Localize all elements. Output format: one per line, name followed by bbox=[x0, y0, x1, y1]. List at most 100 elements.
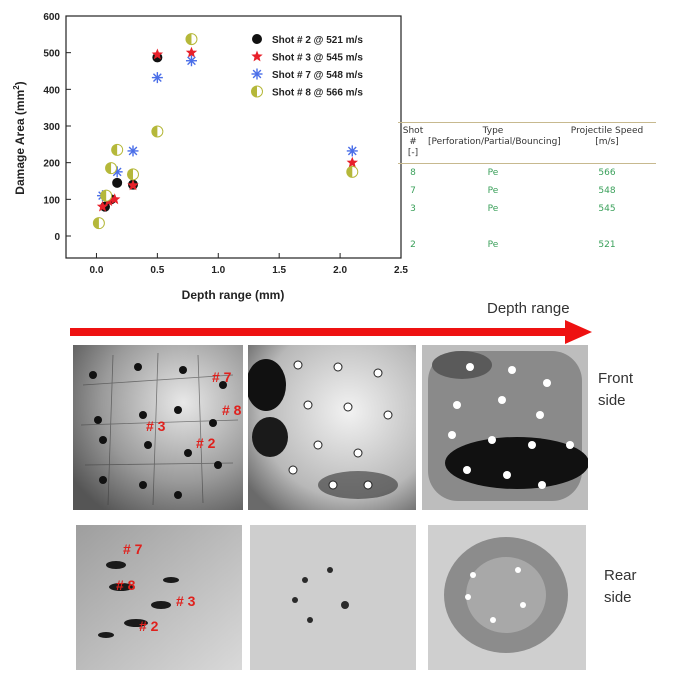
y-tick-label: 600 bbox=[43, 12, 60, 23]
y-tick-label: 0 bbox=[54, 232, 60, 243]
x-tick-label: 0.5 bbox=[150, 265, 164, 276]
data-point-series-2 bbox=[96, 200, 109, 212]
y-tick-label: 300 bbox=[43, 122, 60, 133]
cell-speed: 548 bbox=[598, 186, 616, 196]
cell-type: Pe bbox=[487, 204, 499, 214]
front-side-label-line2: side bbox=[598, 392, 626, 409]
data-point-series-4 bbox=[92, 217, 105, 230]
table-top-rule bbox=[398, 122, 656, 123]
cell-shot: 8 bbox=[410, 168, 416, 178]
depth-range-label: Depth range bbox=[487, 300, 570, 317]
table-gap bbox=[398, 218, 656, 236]
header-speed: Projectile Speed [m/s] bbox=[558, 126, 656, 159]
data-points bbox=[92, 33, 359, 230]
arrow-shaft bbox=[70, 328, 570, 336]
x-axis-ticks: 0.0 0.5 1.0 1.5 2.0 2.5 bbox=[90, 253, 408, 276]
data-point-series-4 bbox=[185, 33, 198, 46]
table-row: 8 Pe 566 bbox=[398, 164, 656, 182]
rear-shot-label-7: # 7 bbox=[123, 541, 143, 557]
header-type-line1: Type bbox=[482, 126, 504, 136]
front-shot-label-8: # 8 bbox=[222, 402, 242, 418]
cell-speed: 545 bbox=[598, 204, 616, 214]
y-tick-label: 400 bbox=[43, 85, 60, 96]
x-tick-label: 1.5 bbox=[272, 265, 286, 276]
rear-side-label-line2: side bbox=[604, 589, 632, 606]
results-table: Shot # [-] Type [Perforation/Partial/Bou… bbox=[398, 122, 656, 254]
table-row: 3 Pe 545 bbox=[398, 200, 656, 218]
header-shot: Shot # [-] bbox=[398, 126, 428, 159]
rear-panel-2 bbox=[250, 525, 416, 670]
legend-marker-1 bbox=[252, 34, 262, 44]
rear-panel-3 bbox=[428, 525, 586, 670]
data-point-series-4 bbox=[127, 168, 139, 181]
front-shot-label-7: # 7 bbox=[212, 369, 232, 385]
data-point-series-4 bbox=[100, 189, 113, 202]
front-side-label: Front side bbox=[598, 368, 633, 412]
x-tick-label: 0.0 bbox=[90, 265, 104, 276]
y-axis-label-close: ) bbox=[13, 81, 27, 85]
data-point-series-3 bbox=[346, 145, 358, 157]
cell-type: Pe bbox=[487, 186, 499, 196]
cell-type: Pe bbox=[487, 168, 499, 178]
cell-type: Pe bbox=[487, 240, 499, 250]
rear-shot-label-3: # 3 bbox=[176, 593, 196, 609]
header-type-line2: [Perforation/Partial/Bouncing] bbox=[428, 137, 561, 147]
data-point-series-3 bbox=[151, 72, 163, 84]
x-tick-label: 2.0 bbox=[333, 265, 347, 276]
header-shot-line2: [-] bbox=[407, 148, 419, 158]
data-point-series-2 bbox=[109, 193, 121, 205]
rear-shot-label-8: # 8 bbox=[116, 577, 136, 593]
y-axis-ticks: 0 100 200 300 400 500 600 bbox=[43, 12, 71, 243]
data-point-series-3 bbox=[185, 55, 197, 67]
data-point-series-4 bbox=[111, 143, 124, 156]
rear-side-label-line1: Rear bbox=[604, 567, 637, 584]
legend-label-1: Shot # 2 @ 521 m/s bbox=[272, 35, 363, 46]
data-point-series-4 bbox=[105, 162, 118, 175]
rear-shot-label-2: # 2 bbox=[139, 618, 159, 634]
y-axis-label: Damage Area (mm2) bbox=[12, 81, 27, 194]
front-shot-label-2: # 2 bbox=[196, 435, 216, 451]
data-point-series-2 bbox=[127, 179, 139, 191]
data-point-series-2 bbox=[346, 156, 358, 168]
x-axis-label: Depth range (mm) bbox=[182, 288, 285, 302]
legend-label-4: Shot # 8 @ 566 m/s bbox=[272, 88, 363, 99]
data-point-series-4 bbox=[346, 165, 359, 178]
y-tick-label: 100 bbox=[43, 195, 60, 206]
cell-speed: 566 bbox=[598, 168, 616, 178]
x-tick-label: 2.5 bbox=[394, 265, 408, 276]
y-axis-label-sup: 2 bbox=[12, 85, 21, 90]
legend-label-3: Shot # 7 @ 548 m/s bbox=[272, 70, 363, 81]
header-speed-line1: Projectile Speed bbox=[570, 126, 644, 136]
cell-shot: 3 bbox=[410, 204, 416, 214]
table-header-rule bbox=[398, 163, 656, 164]
table-row: 2 Pe 521 bbox=[398, 236, 656, 254]
legend: Shot # 2 @ 521 m/s Shot # 3 @ 545 m/s Shot… bbox=[251, 34, 363, 99]
table-row: 7 Pe 548 bbox=[398, 182, 656, 200]
damage-area-chart: 0.0 0.5 1.0 1.5 2.0 2.5 0 100 200 300 400 500 600 D… bbox=[12, 12, 408, 302]
front-panel-1 bbox=[73, 345, 243, 510]
header-shot-line1: Shot # bbox=[402, 126, 424, 147]
cell-shot: 2 bbox=[410, 240, 416, 250]
data-point-series-1 bbox=[112, 177, 123, 188]
y-axis-label-main: Damage Area (mm bbox=[13, 90, 27, 195]
y-tick-label: 500 bbox=[43, 49, 60, 60]
legend-label-2: Shot # 3 @ 545 m/s bbox=[272, 53, 363, 64]
front-shot-label-3: # 3 bbox=[146, 418, 166, 434]
front-panel-2 bbox=[248, 345, 416, 510]
table-header: Shot # [-] Type [Perforation/Partial/Bou… bbox=[398, 123, 656, 163]
data-point-series-2 bbox=[151, 48, 164, 60]
legend-marker-4 bbox=[251, 85, 263, 98]
rear-panel-1 bbox=[76, 525, 242, 670]
header-type: Type [Perforation/Partial/Bouncing] bbox=[428, 126, 561, 159]
rear-side-label: Rear side bbox=[604, 565, 637, 609]
data-point-series-3 bbox=[127, 145, 139, 157]
cell-shot: 7 bbox=[410, 186, 416, 196]
legend-marker-3 bbox=[251, 68, 263, 80]
plot-frame bbox=[65, 15, 402, 259]
front-side-label-line1: Front bbox=[598, 370, 634, 387]
y-tick-label: 200 bbox=[43, 159, 60, 170]
arrow-head bbox=[565, 320, 592, 344]
front-panel-3 bbox=[422, 345, 588, 510]
data-point-series-2 bbox=[185, 46, 198, 58]
data-point-series-4 bbox=[151, 125, 164, 138]
